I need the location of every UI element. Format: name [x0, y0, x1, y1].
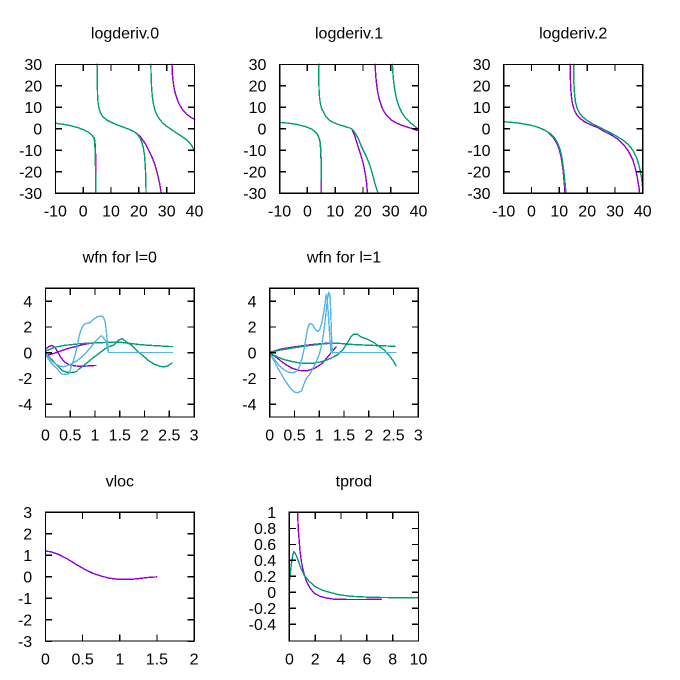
svg-text:1: 1	[23, 548, 32, 565]
svg-text:10: 10	[249, 100, 267, 117]
svg-text:0.6: 0.6	[254, 537, 276, 554]
svg-text:-20: -20	[243, 165, 266, 182]
svg-text:1.5: 1.5	[109, 428, 131, 445]
svg-text:-10: -10	[19, 143, 42, 160]
svg-text:30: 30	[249, 57, 267, 74]
svg-text:-10: -10	[44, 204, 67, 221]
svg-text:1: 1	[315, 428, 324, 445]
svg-text:20: 20	[473, 79, 491, 96]
svg-text:-4: -4	[18, 397, 32, 414]
svg-text:10: 10	[550, 204, 568, 221]
svg-text:30: 30	[382, 204, 400, 221]
svg-text:-2: -2	[18, 612, 32, 629]
svg-text:0: 0	[482, 122, 491, 139]
svg-text:20: 20	[354, 204, 372, 221]
svg-text:2.5: 2.5	[158, 428, 180, 445]
svg-text:20: 20	[578, 204, 596, 221]
svg-text:0.5: 0.5	[283, 428, 305, 445]
svg-text:0: 0	[265, 428, 274, 445]
svg-text:2: 2	[190, 652, 199, 669]
svg-text:30: 30	[473, 57, 491, 74]
svg-text:tprod: tprod	[336, 474, 372, 491]
svg-text:0.2: 0.2	[254, 569, 276, 586]
svg-text:-10: -10	[243, 143, 266, 160]
svg-text:-10: -10	[467, 143, 490, 160]
svg-text:2: 2	[364, 428, 373, 445]
svg-text:-4: -4	[242, 397, 256, 414]
svg-text:0: 0	[41, 652, 50, 669]
svg-text:-30: -30	[243, 186, 266, 203]
svg-text:20: 20	[24, 79, 42, 96]
svg-text:0.5: 0.5	[71, 652, 93, 669]
svg-text:4: 4	[248, 294, 257, 311]
svg-text:10: 10	[102, 204, 120, 221]
svg-text:4: 4	[337, 652, 346, 669]
svg-text:-10: -10	[492, 204, 515, 221]
svg-text:-30: -30	[467, 186, 490, 203]
svg-text:2: 2	[311, 652, 320, 669]
svg-text:0: 0	[257, 122, 266, 139]
svg-text:10: 10	[410, 652, 428, 669]
svg-text:30: 30	[24, 57, 42, 74]
svg-text:0: 0	[248, 345, 257, 362]
svg-text:10: 10	[24, 100, 42, 117]
svg-text:0: 0	[23, 569, 32, 586]
svg-text:0: 0	[303, 204, 312, 221]
svg-text:2: 2	[23, 320, 32, 337]
svg-text:-0.2: -0.2	[249, 601, 277, 618]
svg-text:-20: -20	[467, 165, 490, 182]
svg-text:0: 0	[267, 585, 276, 602]
svg-text:2: 2	[140, 428, 149, 445]
svg-text:0: 0	[41, 428, 50, 445]
svg-text:-1: -1	[18, 591, 32, 608]
svg-text:0: 0	[79, 204, 88, 221]
svg-text:1: 1	[91, 428, 100, 445]
svg-text:40: 40	[410, 204, 428, 221]
svg-text:wfn for l=1: wfn for l=1	[306, 250, 381, 267]
svg-text:-10: -10	[268, 204, 291, 221]
svg-text:-0.4: -0.4	[249, 617, 277, 634]
svg-text:0: 0	[33, 122, 42, 139]
svg-text:0.5: 0.5	[59, 428, 81, 445]
svg-text:1.5: 1.5	[333, 428, 355, 445]
svg-text:-3: -3	[18, 634, 32, 651]
svg-text:vloc: vloc	[106, 474, 134, 491]
svg-text:2: 2	[248, 320, 257, 337]
svg-text:3: 3	[414, 428, 423, 445]
svg-text:20: 20	[130, 204, 148, 221]
svg-text:6: 6	[362, 652, 371, 669]
svg-text:0: 0	[527, 204, 536, 221]
svg-text:4: 4	[23, 294, 32, 311]
svg-text:-2: -2	[18, 371, 32, 388]
svg-text:30: 30	[606, 204, 624, 221]
svg-text:-20: -20	[19, 165, 42, 182]
svg-text:3: 3	[190, 428, 199, 445]
svg-text:30: 30	[158, 204, 176, 221]
svg-text:1.5: 1.5	[146, 652, 168, 669]
svg-text:10: 10	[473, 100, 491, 117]
svg-text:40: 40	[634, 204, 652, 221]
svg-text:10: 10	[326, 204, 344, 221]
svg-text:1: 1	[115, 652, 124, 669]
svg-text:2.5: 2.5	[382, 428, 404, 445]
svg-text:0: 0	[285, 652, 294, 669]
svg-text:40: 40	[186, 204, 204, 221]
svg-text:logderiv.1: logderiv.1	[315, 26, 383, 43]
svg-text:-30: -30	[19, 186, 42, 203]
svg-text:logderiv.0: logderiv.0	[91, 26, 159, 43]
svg-text:3: 3	[23, 505, 32, 522]
svg-text:1: 1	[267, 505, 276, 522]
svg-text:2: 2	[23, 527, 32, 544]
svg-text:wfn for l=0: wfn for l=0	[82, 250, 157, 267]
svg-text:logderiv.2: logderiv.2	[539, 26, 607, 43]
svg-text:20: 20	[249, 79, 267, 96]
svg-text:0: 0	[23, 345, 32, 362]
svg-text:0.4: 0.4	[254, 553, 276, 570]
svg-text:8: 8	[388, 652, 397, 669]
svg-text:-2: -2	[242, 371, 256, 388]
svg-text:0.8: 0.8	[254, 521, 276, 538]
